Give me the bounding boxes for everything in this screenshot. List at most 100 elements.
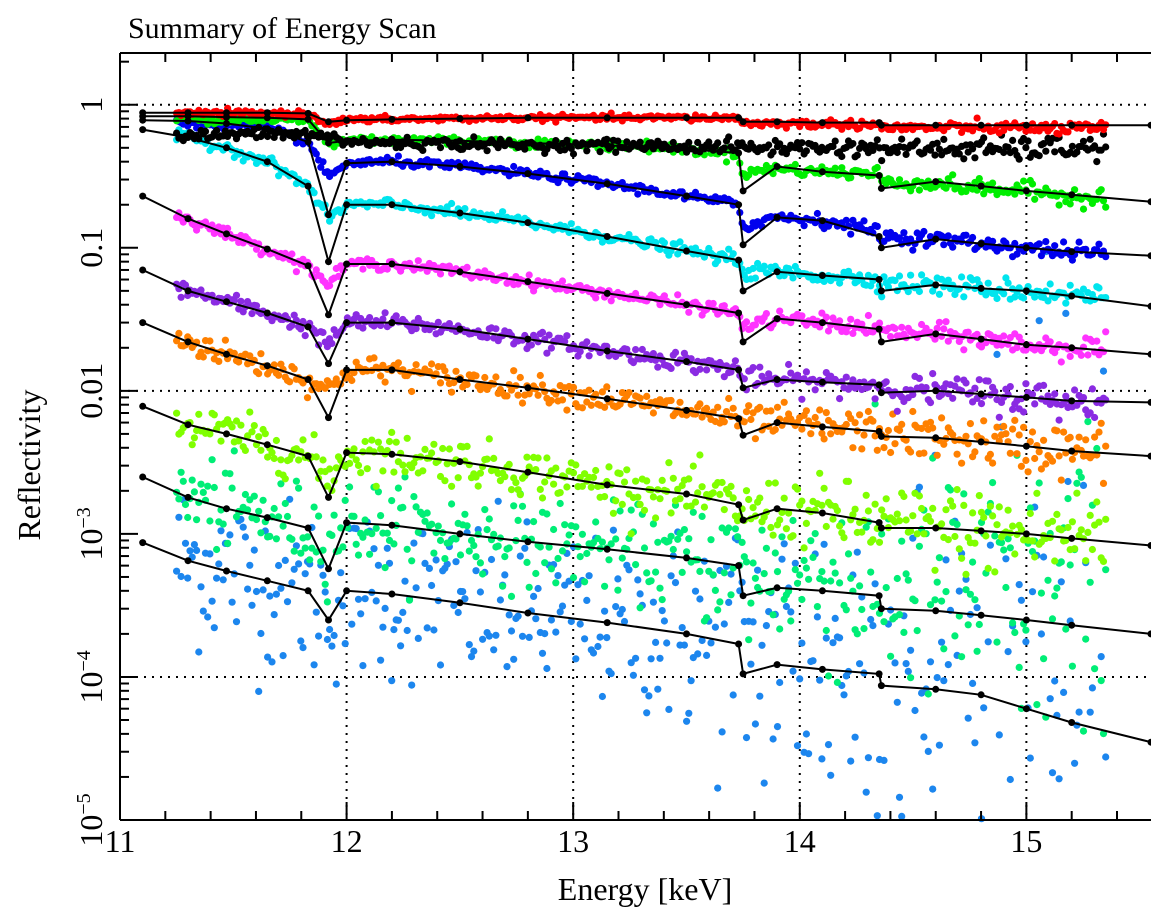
- data-point: [1093, 158, 1101, 166]
- data-point: [1031, 195, 1039, 203]
- data-point: [516, 373, 524, 382]
- x-tick-label: 14: [784, 823, 816, 859]
- data-point: [292, 542, 300, 550]
- data-point: [283, 598, 292, 606]
- data-point: [479, 570, 487, 578]
- model-point: [524, 335, 532, 343]
- data-point: [949, 502, 957, 510]
- data-point: [241, 533, 249, 541]
- model-point: [325, 211, 332, 219]
- model-point: [977, 390, 985, 398]
- data-point: [1022, 144, 1030, 152]
- data-point: [942, 318, 950, 326]
- model-point: [739, 670, 747, 678]
- data-point: [884, 426, 893, 435]
- data-point: [731, 525, 740, 533]
- data-point: [720, 302, 728, 310]
- data-point: [288, 250, 296, 258]
- data-point: [696, 451, 704, 459]
- data-point: [1024, 137, 1032, 145]
- data-point: [552, 628, 560, 636]
- data-point: [955, 150, 963, 158]
- model-point: [1147, 302, 1151, 310]
- data-point: [1046, 338, 1054, 346]
- data-point: [696, 595, 704, 603]
- data-point: [931, 151, 939, 159]
- data-point: [603, 383, 611, 391]
- data-point: [714, 139, 722, 147]
- model-point: [683, 554, 690, 562]
- data-point: [849, 329, 857, 337]
- data-point: [534, 584, 542, 593]
- data-point: [860, 625, 868, 633]
- data-point: [749, 618, 757, 626]
- data-point: [467, 653, 476, 661]
- data-point: [315, 512, 323, 520]
- data-point: [674, 291, 682, 299]
- data-point: [596, 633, 604, 641]
- data-point: [394, 152, 402, 160]
- model-point: [1068, 621, 1076, 629]
- data-point: [261, 430, 269, 438]
- data-point: [368, 436, 376, 444]
- data-point: [853, 630, 861, 638]
- model-point: [683, 247, 690, 255]
- model-point: [1068, 719, 1076, 726]
- data-point: [767, 407, 775, 415]
- data-point: [940, 135, 948, 143]
- data-point: [490, 530, 498, 539]
- data-point: [292, 268, 300, 276]
- data-point: [352, 456, 360, 464]
- data-point: [951, 532, 959, 541]
- data-point: [663, 639, 671, 647]
- data-point: [394, 359, 402, 367]
- data-point: [915, 287, 924, 296]
- model-point: [739, 118, 747, 126]
- data-point: [215, 357, 223, 365]
- model-point: [1068, 191, 1076, 199]
- data-point: [319, 571, 327, 579]
- data-point: [439, 444, 447, 453]
- data-point: [190, 541, 198, 549]
- data-point: [1037, 465, 1045, 473]
- data-point: [689, 462, 697, 470]
- data-point: [1035, 448, 1043, 456]
- data-point: [926, 146, 935, 154]
- data-point: [618, 605, 626, 614]
- data-point: [680, 641, 689, 649]
- data-point: [907, 448, 915, 456]
- data-point: [1093, 246, 1101, 254]
- data-point: [647, 655, 655, 663]
- data-point: [822, 313, 830, 321]
- data-point: [281, 475, 289, 483]
- data-point: [898, 420, 906, 428]
- data-point: [771, 549, 779, 557]
- data-point: [714, 606, 722, 614]
- data-point: [589, 649, 598, 657]
- data-point: [326, 625, 334, 634]
- data-point: [399, 461, 407, 469]
- data-point: [405, 596, 414, 604]
- data-point: [1055, 201, 1063, 209]
- data-point: [1055, 452, 1063, 460]
- data-point: [436, 270, 445, 278]
- data-point: [210, 483, 218, 492]
- data-point: [904, 288, 912, 296]
- data-point: [250, 546, 258, 554]
- data-point: [898, 537, 906, 545]
- data-point: [199, 607, 207, 615]
- data-point: [760, 779, 768, 787]
- model-point: [456, 458, 464, 466]
- data-point: [1091, 413, 1099, 422]
- data-point: [268, 449, 276, 457]
- data-point: [949, 431, 957, 439]
- data-point: [984, 377, 992, 385]
- data-point: [279, 652, 287, 660]
- data-point: [270, 504, 278, 513]
- data-point: [656, 495, 664, 503]
- data-point: [230, 447, 238, 455]
- data-point: [412, 584, 420, 592]
- data-point: [853, 548, 861, 556]
- data-point: [671, 579, 680, 587]
